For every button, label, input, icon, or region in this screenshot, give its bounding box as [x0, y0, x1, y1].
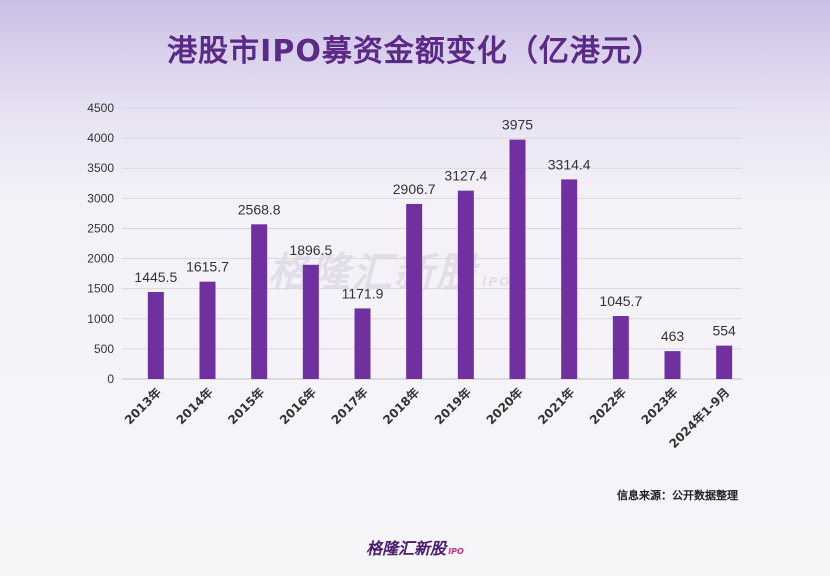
y-tick-label: 2000	[87, 252, 114, 266]
data-label: 1615.7	[186, 259, 229, 275]
data-label: 554	[712, 323, 736, 339]
x-tick-label: 2022年	[586, 385, 629, 428]
bar-chart: 0 500 1000 1500 2000 2500 3000 3500 4000 4500 1445…	[87, 101, 742, 451]
brand-name: 格隆汇新股	[366, 539, 447, 558]
bar	[302, 264, 319, 379]
x-tick-label: 2020年	[483, 385, 526, 428]
data-label: 1171.9	[342, 285, 384, 301]
x-tick-label: 2019年	[431, 385, 474, 428]
y-tick-label: 1500	[87, 282, 114, 296]
y-tick-label: 3000	[87, 191, 114, 205]
bar	[251, 224, 268, 379]
bar	[509, 139, 526, 379]
brand-suffix: IPO	[448, 547, 464, 556]
data-label: 1445.5	[134, 269, 177, 285]
x-tick-label: 2014年	[173, 385, 216, 428]
bar	[354, 308, 371, 379]
x-tick-label: 2018年	[380, 385, 423, 428]
x-tick-label: 2013年	[121, 385, 164, 428]
bar	[457, 190, 474, 379]
y-tick-label: 0	[107, 372, 114, 386]
y-tick-label: 2500	[87, 221, 114, 235]
bar	[199, 281, 216, 379]
data-label: 1045.7	[599, 293, 642, 309]
x-tick-label: 2016年	[276, 385, 319, 428]
bar	[561, 179, 578, 379]
chart-title: 港股市IPO募资金额变化（亿港元）	[167, 34, 663, 69]
bar	[716, 345, 733, 379]
data-label: 463	[661, 328, 685, 344]
x-tick-label: 2015年	[225, 385, 268, 428]
bar	[612, 316, 629, 379]
data-label: 1896.5	[289, 242, 332, 258]
y-tick-label: 4000	[87, 131, 114, 145]
data-label: 2906.7	[393, 181, 436, 197]
y-tick-label: 1000	[87, 312, 114, 326]
y-tick-label: 3500	[87, 161, 114, 175]
bar	[406, 203, 423, 379]
data-label: 3127.4	[444, 168, 487, 184]
source-note: 信息来源：公开数据整理	[617, 489, 738, 502]
y-tick-label: 4500	[87, 101, 114, 115]
y-tick-label: 500	[94, 342, 114, 356]
data-label: 2568.8	[238, 201, 281, 217]
x-tick-label: 2023年	[638, 385, 681, 428]
data-label: 3975	[502, 117, 533, 133]
x-tick-label: 2021年	[535, 385, 578, 428]
bar	[664, 351, 681, 379]
data-label: 3314.4	[548, 156, 591, 172]
bar	[147, 291, 164, 379]
watermark-suffix: IPO	[482, 275, 512, 289]
x-tick-label: 2017年	[328, 385, 371, 428]
brand-logo: 格隆汇新股 IPO	[0, 535, 830, 559]
